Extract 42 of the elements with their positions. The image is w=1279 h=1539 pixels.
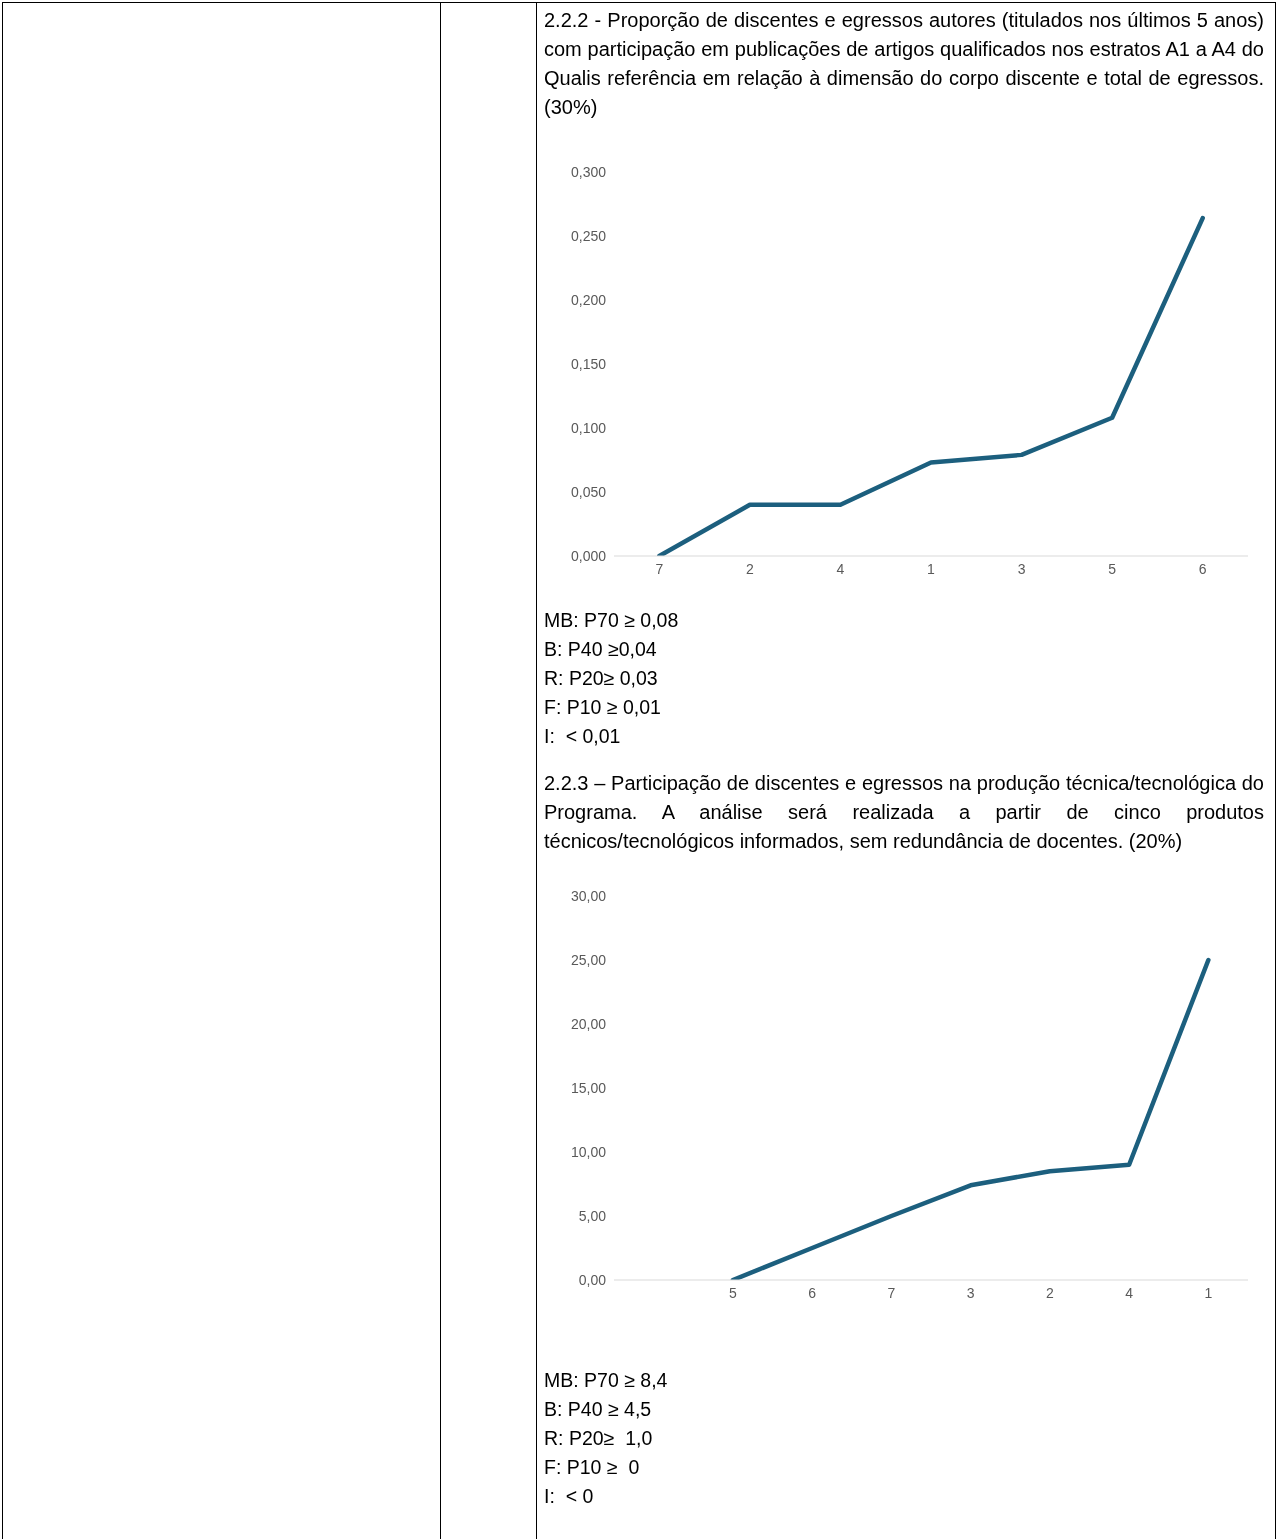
y-tick-label: 15,00 xyxy=(570,1079,607,1096)
y-tick-label: 10,00 xyxy=(570,1143,607,1160)
text: MB: P70 ≥ 8,4 xyxy=(544,1368,669,1393)
text: R: P20≥ 0,03 xyxy=(544,666,659,691)
x-tick-label: 4 xyxy=(1125,1284,1134,1301)
x-tick-label: 5 xyxy=(728,1284,737,1301)
y-tick-label: 5,00 xyxy=(578,1207,607,1224)
x-tick-label: 5 xyxy=(1108,560,1117,577)
text: B: P40 ≥0,04 xyxy=(544,637,658,662)
y-tick-label: 0,000 xyxy=(570,547,607,564)
text: MB: P70 ≥ 0,08 xyxy=(544,608,680,633)
x-tick-label: 6 xyxy=(808,1284,817,1301)
y-tick-label: 0,100 xyxy=(570,419,607,436)
x-tick-label: 7 xyxy=(887,1284,896,1301)
x-tick-label: 4 xyxy=(836,560,845,577)
chart-title: 2.2.2 - Proporção de discentes e egressos autores (titulados nos últimos 5 anos) com participação em publicações de artigos qualificados nos estratos A1 a A4 do Qualis referência em relação à dimensão do corpo discente e total de egressos. (30%) xyxy=(544,8,1264,120)
line-series xyxy=(730,957,1211,1280)
x-tick-label: 3 xyxy=(966,1284,975,1301)
text: I: < 0,01 xyxy=(544,724,622,749)
y-tick-label: 0,050 xyxy=(570,483,607,500)
line-series xyxy=(657,215,1205,556)
x-tick-label: 1 xyxy=(1204,1284,1213,1301)
x-tick-label: 3 xyxy=(1017,560,1026,577)
y-tick-label: 0,150 xyxy=(570,355,607,372)
y-tick-label: 0,300 xyxy=(570,163,607,180)
y-tick-label: 20,00 xyxy=(570,1015,607,1032)
y-tick-label: 0,00 xyxy=(578,1271,607,1288)
y-tick-label: 0,250 xyxy=(570,227,607,244)
y-tick-label: 30,00 xyxy=(570,887,607,904)
text: F: P10 ≥ 0,01 xyxy=(544,695,662,720)
x-tick-label: 6 xyxy=(1198,560,1207,577)
text: R: P20≥ 1,0 xyxy=(544,1426,654,1451)
x-tick-label: 1 xyxy=(927,560,936,577)
chart-title: 2.2.3 – Participação de discentes e egressos na produção técnica/tecnológica do Programa. A análise será realizada a partir de cinco produtos técnicos/tecnológicos informados, sem redundância de docentes. (20%) xyxy=(544,771,1264,854)
x-tick-label: 2 xyxy=(1045,1284,1054,1301)
x-tick-label: 7 xyxy=(655,560,664,577)
text: F: P10 ≥ 0 xyxy=(544,1455,641,1480)
text: I: < 0 xyxy=(544,1484,595,1509)
y-tick-label: 0,200 xyxy=(570,291,607,308)
y-tick-label: 25,00 xyxy=(570,951,607,968)
x-tick-label: 2 xyxy=(745,560,754,577)
text: B: P40 ≥ 4,5 xyxy=(544,1397,653,1422)
